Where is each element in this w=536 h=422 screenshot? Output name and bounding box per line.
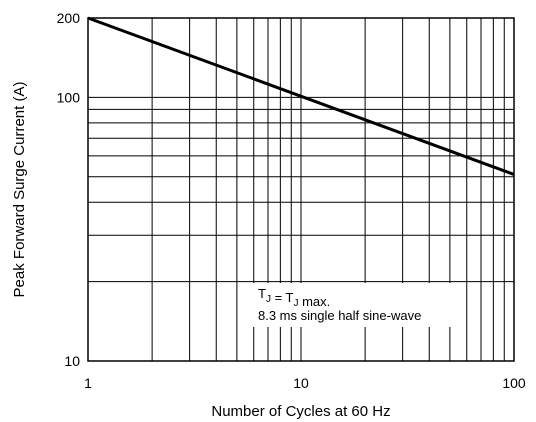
y-axis-title: Peak Forward Surge Current (A) [11,82,28,298]
x-tick-label: 100 [502,375,526,391]
annotation-line-2: 8.3 ms single half sine-wave [258,308,421,323]
annotation-subscript: J [266,294,271,305]
y-tick-label: 100 [57,89,81,105]
annotation-text: = T [271,290,294,305]
y-tick-label: 10 [64,353,80,369]
x-tick-label: 10 [293,375,309,391]
x-axis-title: Number of Cycles at 60 Hz [211,403,390,420]
annotation-box [252,283,466,327]
annotation-line-1: TJ = TJ max. [258,286,330,309]
grid-lines [88,18,514,361]
annotation-subscript: J [293,298,298,309]
y-tick-label: 200 [57,10,81,26]
annotation-text: T [258,286,266,301]
y-tick-labels: 10 100 200 [57,10,81,369]
series-group [87,16,515,176]
x-tick-label: 1 [84,375,92,391]
plot-frame [87,17,515,362]
x-tick-labels: 1 10 100 [84,375,526,391]
annotation-text: max. [298,294,330,309]
series-line-0 [87,16,515,176]
